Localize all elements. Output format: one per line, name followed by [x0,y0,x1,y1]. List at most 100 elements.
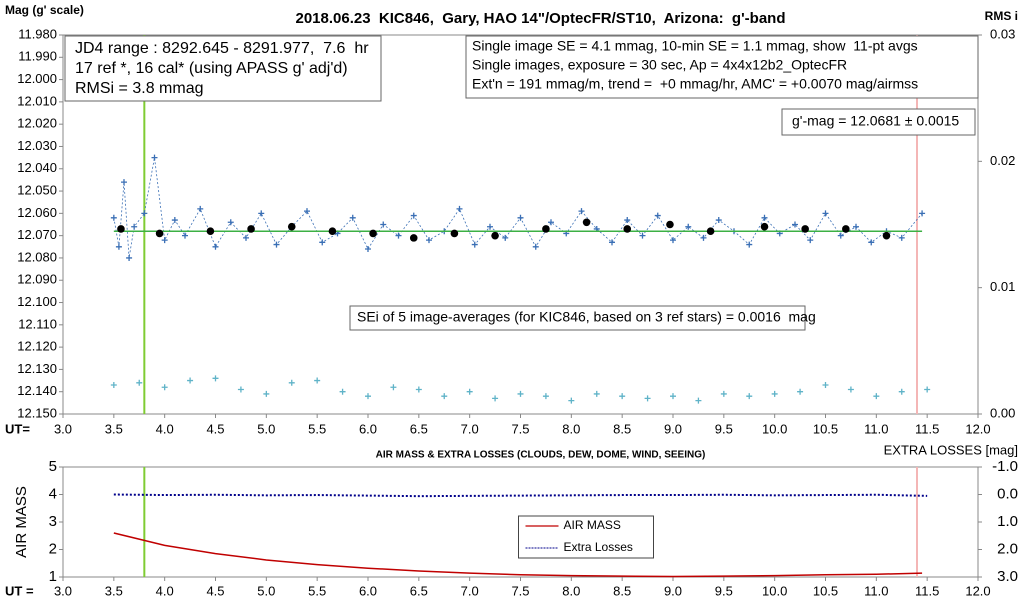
legend-label: Extra Losses [564,540,633,554]
data-point [197,205,204,212]
series-connector [113,157,923,259]
data-point [502,234,509,241]
y-tick-label: 11.980 [18,26,57,41]
annotation-box [781,108,976,136]
data-point [532,243,539,250]
y-tick-label: 12.020 [17,116,57,131]
x-tick-label: 3.0 [54,583,72,598]
y-tick-label: 12.050 [17,182,57,197]
y2-tick-label: 0.0 [997,485,1018,502]
data-point [161,237,168,244]
data-point [441,393,448,400]
data-point [746,241,753,248]
data-point [288,379,295,386]
x-tick-label: 11.0 [864,583,888,598]
x-tick-label: 10.5 [813,421,838,436]
x-tick-label: 6.0 [359,421,377,436]
data-point [919,210,926,217]
data-point [258,210,265,217]
data-point [639,232,646,239]
y-tick-label: 12.110 [18,316,57,331]
x-tick-label: 9.0 [664,421,682,436]
average-point [117,225,125,233]
data-point [792,221,798,228]
x-tick-label: 5.0 [257,421,275,436]
legend-box [518,515,654,559]
average-point [287,222,296,231]
data-point [822,210,829,217]
data-point [110,214,117,221]
x-tick-label: 10.0 [762,421,787,436]
average-point [760,222,769,231]
x-tick-label: 4.0 [156,583,174,598]
y-tick-label: 1 [49,568,57,585]
annotation-box [465,35,979,99]
x-tick-label: 8.5 [613,421,631,436]
data-point [517,214,524,221]
data-point [115,243,122,250]
data-point [487,223,493,230]
series-line [113,493,928,498]
average-point [542,225,550,233]
average-point [450,229,459,238]
data-point [593,390,600,397]
x-tick-label: 12.0 [965,583,990,598]
x-tick-label: 6.5 [410,421,428,436]
data-point [390,384,397,391]
data-point [517,390,524,397]
data-point [365,393,371,400]
y-tick-label: 12.150 [17,405,57,420]
x-tick-label: 7.0 [461,583,479,598]
data-point [797,388,804,395]
x-tick-label: 10.0 [762,583,787,598]
x-tick-label: 8.0 [562,583,580,598]
x-tick-label: 5.5 [308,421,326,436]
data-point [395,232,402,239]
data-point [182,232,188,239]
data-point [847,386,854,393]
data-point [456,205,463,212]
x-tick-label: 9.0 [664,583,682,598]
annotation-text: 17 ref *, 16 cal* (using APASS g' adj'd) [75,60,348,77]
y-tick-label: 3 [49,513,57,530]
data-point [339,388,346,395]
data-point [410,212,417,219]
y-tick-label: 12.070 [17,227,57,242]
x-tick-label: 5.5 [308,583,326,598]
annotation-text: Single images, exposure = 30 sec, Ap = 4… [472,57,847,73]
y-tick-label: 12.030 [17,138,57,153]
data-point [471,241,478,248]
y2-tick-label: 0.00 [990,405,1015,420]
data-point [700,234,707,241]
average-point [801,225,809,233]
y2-tick-label: 3.0 [997,568,1018,585]
data-point [578,208,585,215]
average-point [409,234,418,242]
average-point [842,225,850,233]
data-point [492,395,499,402]
data-point [151,154,158,161]
y-axis-label: Mag (g' scale) [5,3,84,17]
average-point [247,225,255,233]
x-tick-label: 12.0 [965,421,990,436]
y2-tick-label: 1.0 [997,513,1018,530]
y-tick-label: 12.040 [17,160,57,175]
y2-axis-label: EXTRA LOSSES [mag] [884,442,1018,457]
x-tick-label: 6.0 [359,583,377,598]
data-point [624,217,631,224]
x-tick-label: 10.5 [813,583,838,598]
data-point [304,208,310,215]
data-point [822,382,829,389]
data-point [568,397,575,404]
data-point [426,237,432,244]
data-point [761,214,768,221]
y2-axis-label: RMS i [985,9,1018,23]
data-point [126,254,133,261]
data-point [212,243,219,250]
data-point [314,377,321,384]
x-tick-label: 11.5 [915,583,939,598]
annotation-box [349,305,806,331]
x-tick-label: 8.5 [613,583,631,598]
series-line [113,532,923,578]
y-tick-label: 2 [49,540,57,557]
